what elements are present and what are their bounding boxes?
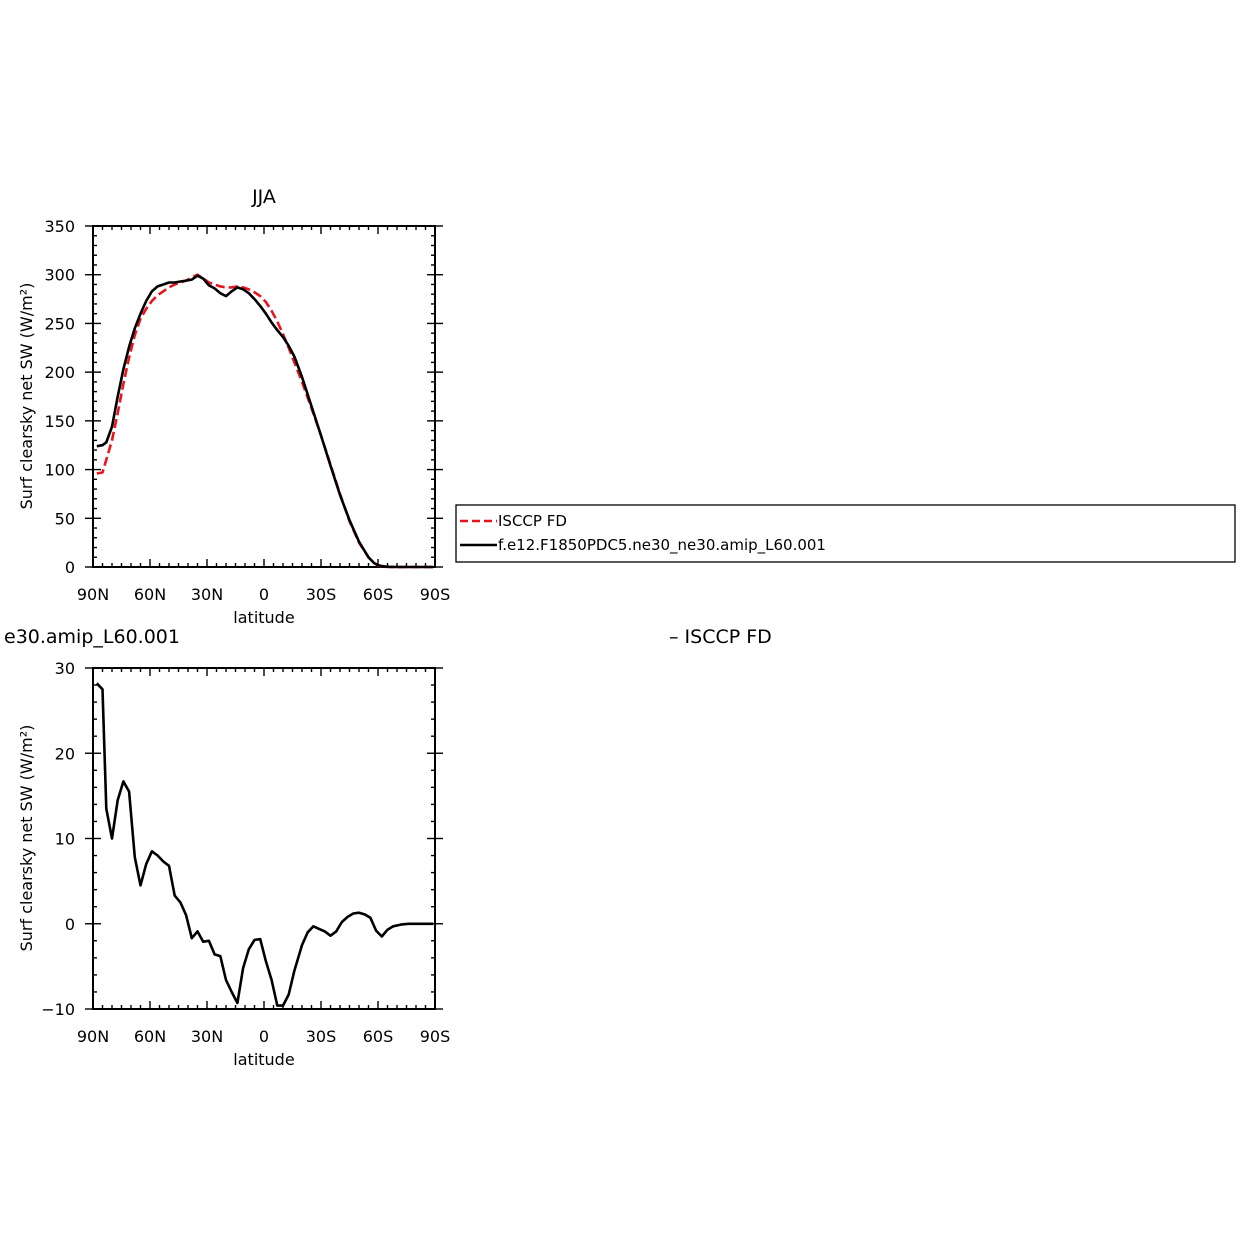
top-x-axis-label: latitude [233, 608, 294, 627]
bottom-x-tick-label: 0 [259, 1027, 269, 1046]
top-y-tick-label: 50 [55, 509, 75, 528]
top-plot-frame [92, 225, 436, 568]
top-x-tick-label: 90N [77, 585, 109, 604]
legend-label-obs: ISCCP FD [498, 512, 567, 530]
top-y-tick-label: 0 [65, 558, 75, 577]
top-series-line-0 [96, 273, 434, 569]
top-x-tick-label: 60S [363, 585, 394, 604]
top-y-tick-label: 250 [44, 314, 75, 333]
top-y-tick-label: 100 [44, 461, 75, 480]
bottom-y-tick-label: 0 [65, 915, 75, 934]
top-series-line-1 [96, 274, 434, 569]
bottom-y-tick-label: −10 [41, 1000, 75, 1019]
top-chart-title: JJA [251, 186, 276, 208]
bottom-y-tick-label: 30 [55, 659, 75, 678]
top-y-tick-label: 200 [44, 363, 75, 382]
bottom-plot-area: 90N 60N 30N 0 30S 60S 90S −10 0 10 20 30 [41, 659, 450, 1046]
legend-label-model: f.e12.F1850PDC5.ne30_ne30.amip_L60.001 [498, 536, 826, 555]
legend: ISCCP FD f.e12.F1850PDC5.ne30_ne30.amip_… [455, 504, 1236, 563]
bottom-chart-title: e30.amip_L60.001 [4, 626, 180, 648]
bottom-chart-title-right: – ISCCP FD [669, 626, 772, 648]
top-x-tick-label: 0 [259, 585, 269, 604]
bottom-series-line-0 [95, 682, 434, 1007]
bottom-x-tick-label: 60S [363, 1027, 394, 1046]
bottom-x-tick-label: 90S [420, 1027, 451, 1046]
top-y-tick-label: 150 [44, 412, 75, 431]
bottom-y-axis-label: Surf clearsky net SW (W/m²) [17, 725, 36, 952]
legend-box [455, 504, 1236, 563]
top-y-axis-label: Surf clearsky net SW (W/m²) [17, 283, 36, 510]
bottom-x-tick-label: 60N [134, 1027, 166, 1046]
top-y-tick-label: 350 [44, 217, 75, 236]
top-panel: JJA 90N 60N 30N 0 30S 60S 90S 0 50 100 150 200 250 30… [17, 186, 450, 627]
bottom-y-tick-label: 10 [55, 830, 75, 849]
bottom-panel: e30.amip_L60.001 – ISCCP FD 90N 60N 30N 0 30… [4, 626, 772, 1069]
top-y-tick-label: 300 [44, 266, 75, 285]
top-x-tick-label: 30N [191, 585, 223, 604]
bottom-x-tick-label: 30S [306, 1027, 337, 1046]
top-x-tick-label: 60N [134, 585, 166, 604]
bottom-x-tick-label: 90N [77, 1027, 109, 1046]
top-plot-area: 90N 60N 30N 0 30S 60S 90S 0 50 100 150 200 250 300 350 [44, 217, 450, 604]
top-x-tick-label: 90S [420, 585, 451, 604]
top-x-tick-label: 30S [306, 585, 337, 604]
bottom-x-tick-label: 30N [191, 1027, 223, 1046]
bottom-x-axis-label: latitude [233, 1050, 294, 1069]
bottom-y-tick-label: 20 [55, 744, 75, 763]
